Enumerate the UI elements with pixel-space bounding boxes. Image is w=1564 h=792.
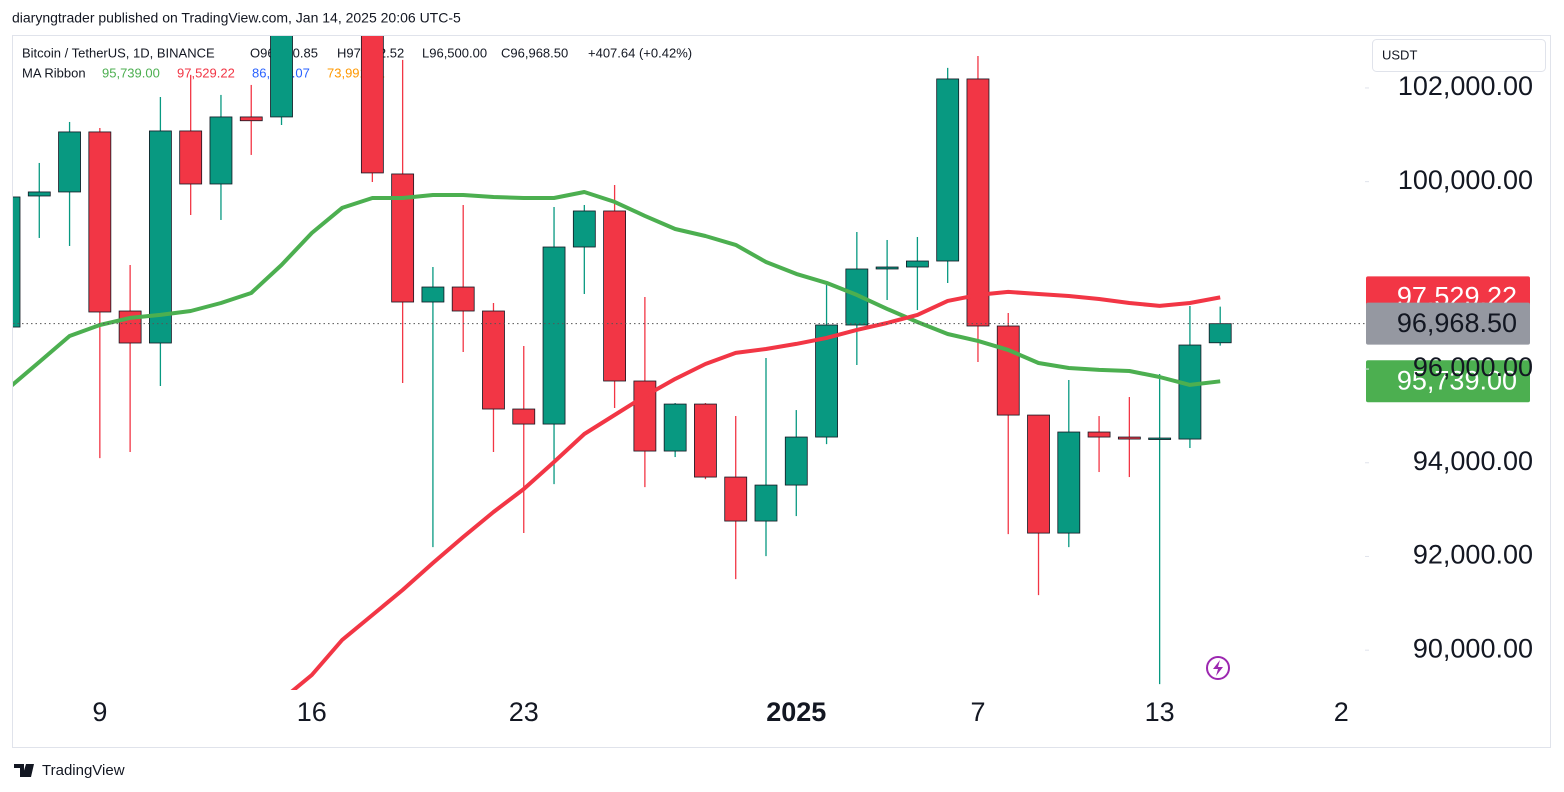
alert-icon[interactable] (1206, 656, 1230, 680)
close-price-box (1366, 302, 1530, 345)
candle-body (694, 403, 717, 478)
ma-value: 97,529.22 (177, 65, 235, 80)
candle-body (58, 131, 81, 193)
chart-title: Bitcoin / TetherUS, 1D, BINANCE (22, 45, 215, 60)
candle-body (1148, 437, 1172, 440)
ohlc-label: C96,968.50 (501, 45, 568, 60)
candle-body (815, 324, 838, 438)
brand-name: TradingView (42, 762, 125, 779)
brand-logo (14, 764, 34, 777)
candle-body (875, 266, 899, 270)
candle-body (1117, 436, 1141, 440)
candle-body (512, 408, 536, 425)
candle-body (482, 310, 505, 410)
candle-body (724, 476, 748, 522)
candle-body (270, 36, 293, 118)
candle-body (663, 403, 687, 452)
x-tick-label: 9 (92, 697, 107, 727)
candle-body (360, 36, 384, 174)
x-tick-label: 13 (1145, 697, 1175, 727)
candle-body (996, 325, 1020, 416)
x-tick-label: 2 (1334, 697, 1349, 727)
currency-label: USDT (1382, 47, 1417, 62)
ohlc-label: L96,500.00 (422, 45, 487, 60)
y-tick-label: 96,000.00 (1413, 352, 1533, 382)
candle-body (148, 130, 172, 344)
candle-body (179, 130, 203, 185)
y-tick-label: 92,000.00 (1413, 540, 1533, 570)
y-tick-label: 94,000.00 (1413, 446, 1533, 476)
candle-body (1027, 414, 1050, 534)
candle-body (754, 484, 778, 522)
ma-price-text: 95,739.00 (1397, 365, 1517, 395)
y-tick-label: 100,000.00 (1398, 165, 1533, 195)
currency-box[interactable] (1372, 39, 1546, 72)
ma-value: 95,739.00 (102, 65, 160, 80)
x-tick-label: 16 (297, 697, 327, 727)
candle-body (239, 116, 263, 122)
close-price-text: 96,968.50 (1397, 308, 1517, 338)
candle-body (451, 286, 475, 312)
chart-frame (12, 35, 1551, 748)
ma-line (290, 289, 1221, 690)
ma-price-box (1366, 360, 1530, 403)
candle-body (936, 78, 960, 262)
candle-body (88, 131, 112, 313)
candle-body (906, 260, 929, 268)
candle-body (421, 286, 445, 303)
y-tick-label: 90,000.00 (1413, 633, 1533, 663)
x-tick-label: 23 (509, 697, 539, 727)
candle-body (209, 116, 233, 185)
publisher-line: diaryngtrader published on TradingView.c… (12, 10, 461, 26)
candle-body (784, 436, 808, 486)
candle-body (1057, 431, 1081, 534)
candle-body (1087, 431, 1111, 438)
candle-body (391, 173, 415, 303)
legend: Bitcoin / TetherUS, 1D, BINANCE MA Ribbo… (22, 45, 692, 80)
x-tick-label: 7 (970, 697, 985, 727)
candle-body (966, 78, 990, 327)
candle-body (1208, 323, 1232, 344)
candle-body (27, 191, 51, 197)
candle-body (603, 210, 626, 382)
candle-body (542, 246, 566, 425)
indicator-name: MA Ribbon (22, 65, 86, 80)
change-label: +407.64 (+0.42%) (588, 45, 692, 60)
ma-line (13, 190, 1221, 388)
x-tick-label: 2025 (766, 697, 826, 727)
y-tick-label: 102,000.00 (1398, 71, 1533, 101)
candle-body (572, 210, 596, 248)
plot-area (13, 36, 1365, 690)
candle-body (1178, 344, 1202, 440)
alert-bolt (1213, 660, 1223, 676)
candle-body (13, 196, 21, 328)
